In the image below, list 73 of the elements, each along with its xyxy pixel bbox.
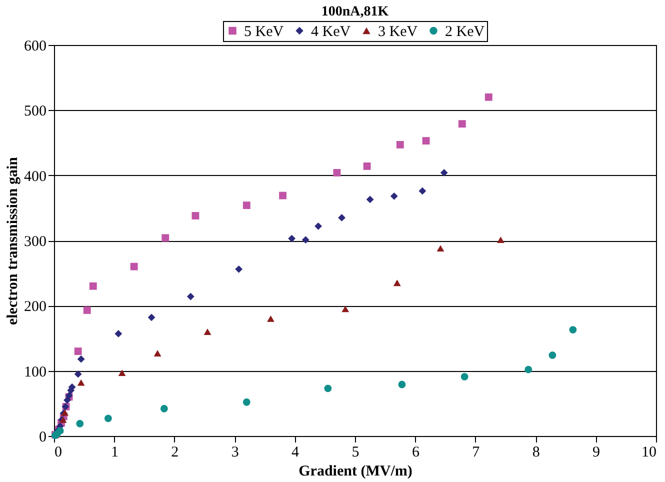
point	[324, 384, 332, 392]
point	[154, 350, 162, 356]
point	[460, 373, 468, 380]
legend-label: 3 KeV	[378, 24, 418, 40]
point	[342, 306, 350, 312]
x-tick-label: 3	[231, 444, 239, 460]
point	[436, 245, 444, 252]
x-tick-label: 6	[412, 444, 420, 460]
point	[118, 370, 126, 376]
y-tick-label: 600	[24, 38, 46, 54]
point	[77, 355, 85, 363]
point	[524, 366, 532, 374]
y-tick-label: 300	[24, 234, 46, 250]
y-tick-label: 100	[24, 364, 46, 380]
point	[366, 196, 374, 204]
legend-label: 2 KeV	[445, 24, 485, 40]
point	[242, 202, 250, 210]
point	[496, 236, 504, 244]
point	[83, 306, 91, 314]
x-tick-label: 8	[532, 444, 540, 460]
point	[302, 236, 310, 244]
point	[130, 262, 138, 270]
x-tick-label: 1	[110, 444, 118, 460]
point	[74, 370, 82, 378]
x-tick-label: 2	[171, 444, 179, 460]
x-tick-label: 7	[472, 444, 480, 460]
point	[398, 380, 406, 388]
point	[192, 212, 200, 220]
point	[76, 420, 84, 428]
x-tick-label: 4	[292, 444, 300, 460]
y-tick-label: 400	[24, 168, 46, 185]
chart-title: 100nA,81K	[321, 4, 389, 20]
point	[333, 169, 341, 176]
point	[279, 192, 286, 200]
point	[89, 282, 97, 290]
point	[363, 162, 371, 170]
point	[393, 280, 401, 286]
point	[267, 315, 274, 322]
point	[114, 330, 122, 338]
point	[314, 222, 322, 230]
point	[338, 214, 346, 222]
x-tick-label: 9	[592, 444, 600, 460]
point	[104, 414, 112, 422]
point	[64, 396, 71, 404]
point	[422, 137, 430, 145]
point	[162, 234, 170, 242]
x-tick-label: 0	[54, 444, 62, 460]
x-tick-label: 10	[642, 444, 656, 460]
point	[440, 169, 448, 176]
point	[74, 348, 82, 355]
point	[148, 314, 156, 322]
point	[186, 292, 194, 300]
point	[548, 351, 556, 359]
point	[288, 234, 296, 242]
point	[390, 192, 398, 200]
y-tick-label: 200	[24, 299, 46, 316]
x-tick-label: 5	[352, 444, 360, 460]
y-axis-title: electron transmission gain	[5, 156, 21, 326]
legend-label: 5 KeV	[244, 24, 284, 40]
y-tick-label: 500	[24, 104, 46, 120]
point	[396, 140, 404, 148]
point	[77, 379, 85, 386]
point	[242, 398, 250, 406]
point	[569, 326, 577, 334]
point	[484, 93, 492, 101]
point	[458, 120, 466, 128]
legend-label: 4 KeV	[311, 24, 351, 40]
point	[160, 404, 168, 412]
point	[204, 328, 212, 335]
y-tick-label: 0	[39, 430, 46, 446]
point	[235, 265, 243, 273]
point	[418, 187, 426, 195]
x-axis-title: Gradient (MV/m)	[298, 464, 412, 480]
